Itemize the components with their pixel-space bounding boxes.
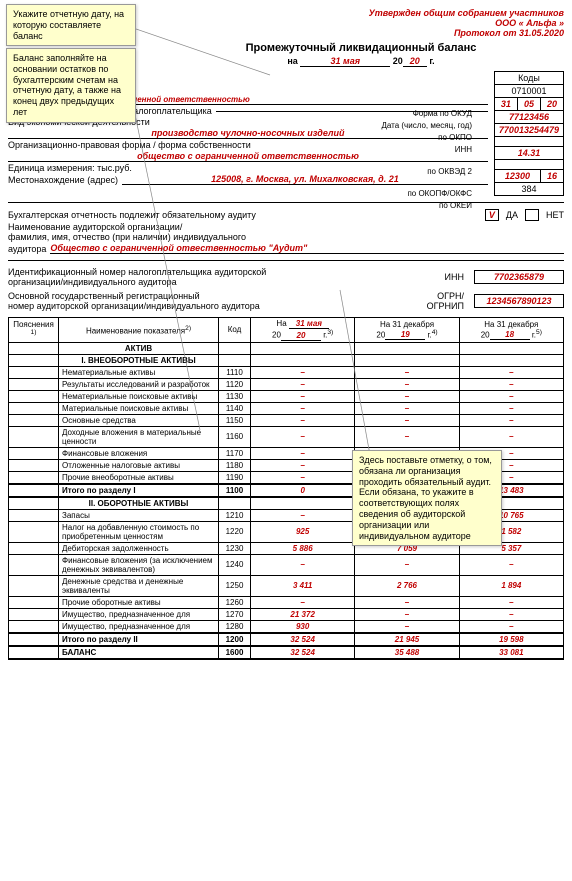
auditor-ogrn-code: ОГРН/ ОГРНИП: [424, 291, 464, 311]
date-year-prefix: 20: [393, 56, 403, 66]
codes-header: Коды: [494, 72, 563, 85]
auditor-ogrn-value: 1234567890123: [474, 294, 564, 308]
table-row: Итого по разделу II120032 52421 94519 59…: [9, 633, 564, 646]
audit-yes-check[interactable]: V: [485, 209, 499, 221]
okopf-label: по ОКОПФ/ОКФС: [381, 188, 472, 200]
audit-label: Бухгалтерская отчетность подлежит обязат…: [8, 210, 256, 220]
tooltip-date: Укажите отчетную дату, на которую состав…: [6, 4, 136, 46]
th-code: Код: [219, 318, 251, 343]
okei-label: по ОКЕИ: [381, 200, 472, 212]
table-row: Основные средства1150–––: [9, 414, 564, 426]
no-label: НЕТ: [546, 210, 564, 220]
date-suffix: г.: [429, 56, 434, 66]
okei-value: 384: [494, 183, 563, 196]
okved-label: по ОКВЭД 2: [381, 166, 472, 178]
table-row: Результаты исследований и разработок1120…: [9, 378, 564, 390]
table-row: Нематериальные поисковые активы1130–––: [9, 390, 564, 402]
table-row: Финансовые вложения (за исключением дене…: [9, 554, 564, 575]
okud-value: 0710001: [494, 85, 563, 98]
tooltip-audit: Здесь поставьте отметку, о том, обязана …: [352, 450, 502, 546]
th-col5: На 31 декабря 2018 г.5): [459, 318, 563, 343]
okpo-value: 77123456: [494, 111, 563, 124]
table-row: Нематериальные активы1110–––: [9, 366, 564, 378]
section-header: I. ВНЕОБОРОТНЫЕ АКТИВЫ: [9, 354, 564, 366]
table-row: Имущество, предназначенное для127021 372…: [9, 608, 564, 620]
okved-value: 14.31: [494, 147, 563, 160]
table-row: Денежные средства и денежные эквиваленты…: [9, 575, 564, 596]
doc-title: Промежуточный ликвидационный баланс: [158, 42, 564, 54]
table-row: Прочие оборотные активы1260–––: [9, 596, 564, 608]
th-expl: Пояснения1): [9, 318, 59, 343]
auditor-inn-label2: организации/индивидуального аудитора: [8, 277, 435, 287]
auditor-inn-code: ИНН: [445, 272, 464, 282]
date-prefix: на: [287, 56, 297, 66]
date-day-month: 31 мая: [300, 56, 390, 67]
yes-label: ДА: [506, 210, 518, 220]
asset-header: АКТИВ: [9, 342, 564, 354]
auditor-name-label3: аудитора: [8, 244, 46, 254]
date-d: 31: [494, 98, 517, 111]
audit-no-check[interactable]: [525, 209, 539, 221]
date-y: 20: [540, 98, 563, 111]
inn-code-label: ИНН: [381, 144, 472, 156]
table-row: Материальные поисковые активы1140–––: [9, 402, 564, 414]
codes-table: Коды 0710001 31 05 20 77123456 770013254…: [494, 71, 564, 196]
auditor-ogrn-label1: Основной государственный регистрационный: [8, 291, 414, 301]
date-year: 20: [403, 56, 427, 67]
th-col4: На 31 декабря 2019 г.4): [355, 318, 459, 343]
th-col3: На 31 мая 2020 г.3): [251, 318, 355, 343]
address-label: Местонахождение (адрес): [8, 175, 118, 185]
auditor-inn-value: 7702365879: [474, 270, 564, 284]
okopf2: 16: [540, 170, 563, 183]
auditor-inn-label1: Идентификационный номер налогоплательщик…: [8, 267, 435, 277]
auditor-name-label1: Наименование аудиторской организации/: [8, 222, 564, 232]
opf-label: Организационно-правовая форма / форма со…: [8, 140, 251, 150]
table-row: Имущество, предназначенное для1280930––: [9, 620, 564, 633]
okpo-label: по ОКПО: [381, 132, 472, 144]
auditor-name: Общество с ограниченной отвественностью …: [50, 243, 564, 254]
tooltip-basis: Баланс заполняйте на основании остатков …: [6, 48, 136, 123]
okopf1: 12300: [494, 170, 540, 183]
inn-value: 770013254479: [494, 124, 563, 137]
table-row: БАЛАНС160032 52435 48833 081: [9, 646, 564, 659]
table-row: Доходные вложения в материальные ценност…: [9, 426, 564, 447]
date-code-label: Дата (число, месяц, год): [381, 120, 472, 132]
th-name: Наименование показателя2): [59, 318, 219, 343]
unit-label: Единица измерения: тыс.руб.: [8, 163, 132, 173]
auditor-ogrn-label2: номер аудиторской организации/индивидуал…: [8, 301, 414, 311]
auditor-name-label2: фамилия, имя, отчество (при наличии) инд…: [8, 232, 564, 242]
okud-label: Форма по ОКУД: [381, 108, 472, 120]
date-m: 05: [517, 98, 540, 111]
